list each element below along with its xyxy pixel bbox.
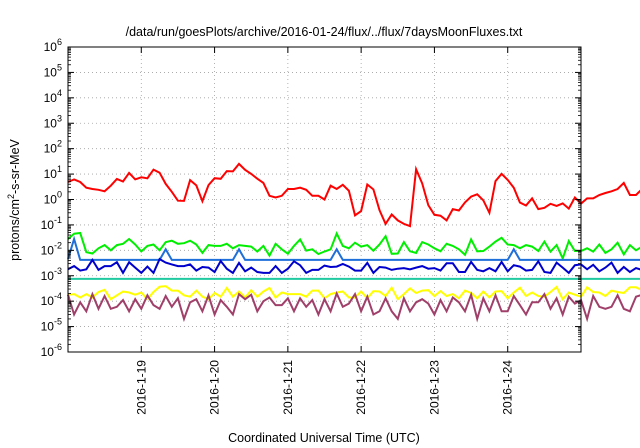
x-tick-label: 2016-1-22	[354, 360, 368, 415]
x-tick-label: 2016-1-24	[501, 360, 515, 415]
y-tick-label-base: 10	[41, 294, 55, 308]
y-tick-label-exponent: 1	[57, 164, 62, 174]
series-lines	[67, 162, 640, 323]
y-tick-label-exponent: -4	[54, 291, 62, 301]
y-tick-label-base: 10	[44, 142, 58, 156]
y-tick-label-exponent: -1	[54, 215, 62, 225]
grid-lines	[68, 47, 581, 352]
x-tick-label: 2016-1-19	[134, 360, 148, 415]
y-tick-label: 106	[44, 37, 62, 54]
y-tick-label: 10-4	[41, 291, 62, 308]
y-tick-label-exponent: 5	[57, 62, 62, 72]
y-tick-label-exponent: -5	[54, 317, 62, 327]
y-tick-label-base: 10	[44, 40, 58, 54]
y-tick-label-base: 10	[41, 320, 55, 334]
y-tick-label: 10-1	[41, 215, 62, 232]
y-axis-ticks: 10-610-510-410-310-210-11001011021031041…	[41, 37, 581, 359]
series-line-6	[67, 285, 640, 301]
y-tick-label-exponent: -2	[54, 240, 62, 250]
series-line-2	[67, 231, 640, 262]
y-tick-label: 103	[44, 113, 62, 130]
series-line-3	[67, 235, 640, 261]
y-axis-label-rest: -s-sr-MeV	[8, 138, 22, 194]
y-tick-label-base: 10	[44, 91, 58, 105]
y-tick-label-exponent: 3	[57, 113, 62, 123]
y-tick-label-base: 10	[41, 218, 55, 232]
series-line-1	[67, 162, 640, 228]
y-tick-label-exponent: 2	[57, 139, 62, 149]
y-tick-label: 101	[44, 164, 62, 181]
y-tick-label: 105	[44, 62, 62, 79]
y-tick-label-base: 10	[44, 65, 58, 79]
y-axis-label-exponent: 2	[6, 194, 16, 199]
y-tick-label: 10-5	[41, 317, 62, 334]
x-axis-ticks: 2016-1-19 2016-1-20 2016-1-21 2016-1-22 2016…	[134, 47, 515, 415]
y-tick-label: 104	[44, 88, 62, 105]
x-tick-label: 2016-1-21	[281, 360, 295, 415]
y-tick-label-base: 10	[41, 243, 55, 257]
series-line-4	[67, 257, 640, 275]
x-tick-label: 2016-1-23	[427, 360, 441, 415]
y-tick-label-exponent: 4	[57, 88, 62, 98]
series-line-7	[67, 290, 640, 323]
chart-title: /data/run/goesPlots/archive/2016-01-24/f…	[126, 25, 523, 39]
y-tick-label: 10-6	[41, 342, 62, 359]
y-tick-label-base: 10	[41, 269, 55, 283]
y-tick-label-base: 10	[41, 345, 55, 359]
y-tick-label: 10-3	[41, 266, 62, 283]
y-tick-label-base: 10	[44, 116, 58, 130]
y-tick-label: 102	[44, 139, 62, 156]
y-tick-label-exponent: 0	[57, 190, 62, 200]
y-tick-label-exponent: 6	[57, 37, 62, 47]
x-axis-label: Coordinated Universal Time (UTC)	[228, 431, 420, 445]
y-tick-label-base: 10	[44, 167, 58, 181]
y-axis-label-base: protons/cm	[8, 199, 22, 261]
y-tick-label-exponent: -6	[54, 342, 62, 352]
x-tick-label: 2016-1-20	[208, 360, 222, 415]
y-tick-label-base: 10	[44, 193, 58, 207]
y-tick-label-exponent: -3	[54, 266, 62, 276]
y-tick-label: 100	[44, 190, 62, 207]
y-axis-label: protons/cm2-s-sr-MeV	[6, 138, 22, 260]
y-tick-label: 10-2	[41, 240, 62, 257]
